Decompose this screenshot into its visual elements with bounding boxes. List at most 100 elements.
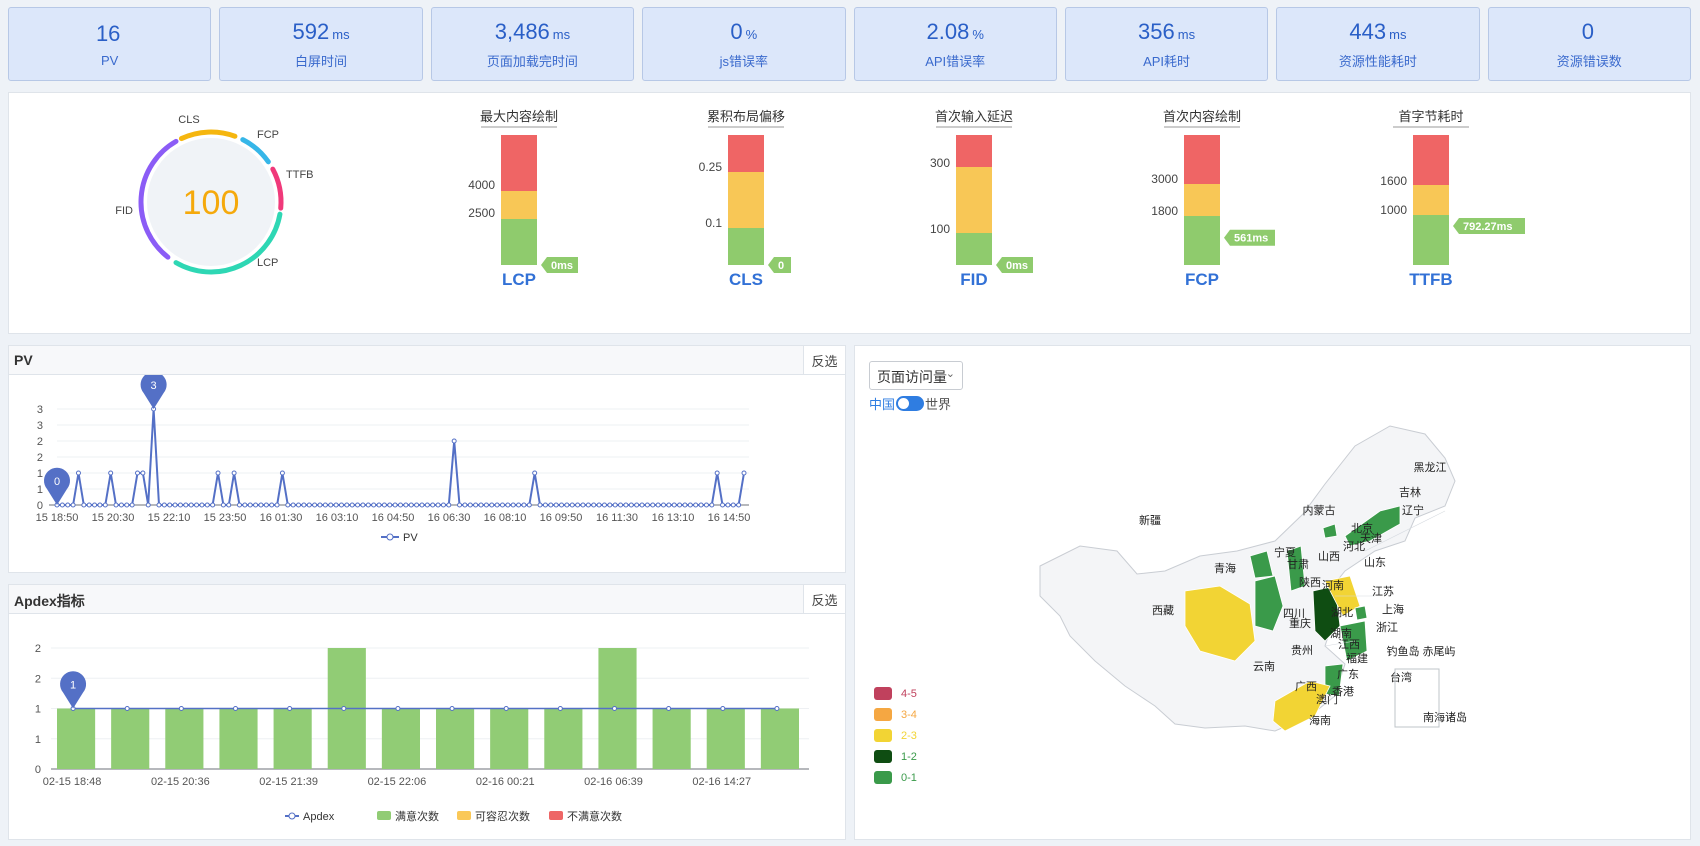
china-outline: [1039, 425, 1456, 732]
legend-item[interactable]: 3-4: [874, 704, 917, 725]
fid-arc: [138, 138, 179, 260]
pv-data-point: [172, 502, 178, 508]
pv-data-point: [532, 470, 538, 476]
legend-label: 1-2: [901, 750, 917, 763]
province-borders: [1324, 510, 1446, 647]
legend-swatch: [874, 729, 892, 742]
region-switch[interactable]: [896, 396, 925, 411]
legend-swatch: [874, 771, 892, 784]
apdex-invert-button[interactable]: 反选: [803, 585, 845, 613]
kpi-card[interactable]: 0% js错误率: [642, 7, 846, 81]
legend-label: 2-3: [901, 729, 917, 742]
pv-data-point: [140, 470, 146, 476]
pv-data-point: [564, 502, 570, 508]
pv-data-point: [424, 502, 430, 508]
pv-data-point: [542, 502, 548, 508]
apdex-data-point: [395, 706, 401, 711]
gauge-cls: 累积布局偏移 0.25 0.1 0 CLS: [699, 109, 791, 289]
pv-data-point: [494, 502, 500, 508]
gauge-tick: 2500: [468, 206, 495, 220]
pv-y-tick: 2: [37, 436, 43, 448]
gauge-good-segment: [728, 228, 764, 265]
kpi-card[interactable]: 2.08% API错误率: [853, 7, 1057, 81]
pv-data-point: [526, 502, 532, 508]
province-label: 西藏: [1152, 604, 1174, 617]
kpi-label: js错误率: [719, 53, 768, 69]
province-label: 河南: [1322, 579, 1344, 592]
gauge-value: 0ms: [551, 260, 573, 272]
pv-data-point: [419, 502, 425, 508]
gauge-value-tag: [1453, 218, 1525, 234]
pv-data-point: [580, 502, 586, 508]
pv-data-point: [462, 502, 468, 508]
gauge-value-tag: [996, 257, 1033, 273]
pv-data-point: [135, 470, 141, 476]
pv-data-point: [183, 502, 189, 508]
kpi-card[interactable]: 443 ms 资源性能耗时: [1276, 7, 1480, 81]
pv-invert-button[interactable]: 反选: [803, 346, 845, 374]
kpi-row: 16 PV 592 ms 白屏时间 3,486 ms 页面加载完时间 0% js错误率 2.08% A…: [8, 7, 1691, 81]
gauge-good-segment: [1184, 216, 1220, 265]
kpi-card[interactable]: 356 ms API耗时: [1064, 7, 1269, 81]
pv-data-point: [553, 502, 559, 508]
apdex-marker-label: 1: [70, 680, 76, 692]
legend-item[interactable]: 4-5: [874, 683, 917, 704]
legend-item[interactable]: 1-2: [874, 746, 917, 767]
gauge-metric-name: LCP: [502, 270, 536, 289]
apdex-panel-header: Apdex指标 反选: [9, 585, 845, 614]
pv-data-point: [446, 502, 452, 508]
apdex-x-tick: 02-16 14:27: [692, 776, 751, 788]
apdex-y-tick: 0: [35, 764, 41, 776]
gauge-tick: 100: [930, 222, 950, 236]
kpi-card[interactable]: 0 资源错误数: [1487, 7, 1691, 81]
pv-data-point: [736, 502, 742, 508]
pv-x-tick: 16 03:10: [316, 512, 359, 524]
apdex-bar: [436, 708, 475, 769]
pv-data-point: [124, 502, 130, 508]
pv-data-point: [569, 502, 575, 508]
pv-data-point: [392, 502, 398, 508]
score-ring-bg: [147, 138, 275, 266]
toggle-world-label[interactable]: 世界: [925, 397, 952, 412]
pv-data-point: [612, 502, 618, 508]
gauge-improve-segment: [956, 167, 992, 233]
sichuan-region: [1184, 585, 1256, 662]
pv-data-point: [365, 502, 371, 508]
gauge-title: 首次内容绘制: [1163, 109, 1241, 124]
province-label: 南海诸岛: [1423, 710, 1467, 724]
gauge-tick: 300: [930, 156, 950, 170]
gauge-fid: 首次输入延迟 300 100 0ms FID: [930, 109, 1033, 289]
shaanxi-region: [1254, 575, 1284, 632]
apdex-data-point: [503, 706, 509, 711]
kpi-card[interactable]: 3,486 ms 页面加载完时间: [430, 7, 635, 81]
pv-data-point: [113, 502, 119, 508]
apdex-data-point: [774, 706, 780, 711]
pv-data-point: [457, 502, 463, 508]
pv-data-point: [575, 502, 581, 508]
pv-data-point: [285, 502, 291, 508]
gauge-metric-name: FCP: [1185, 270, 1219, 289]
pv-data-point: [322, 502, 328, 508]
province-label: 辽宁: [1402, 503, 1424, 517]
province-label: 澳门: [1316, 692, 1338, 706]
province-label: 广西: [1295, 680, 1317, 693]
pv-panel-header: PV 反选: [9, 346, 845, 375]
toggle-china-label[interactable]: 中国: [869, 397, 896, 412]
legend-item[interactable]: 2-3: [874, 725, 917, 746]
pv-legend-symbol: [386, 533, 394, 541]
pv-data-point: [430, 502, 436, 508]
metric-select[interactable]: 页面访问量 ⌄: [869, 361, 963, 390]
legend-label: 4-5: [901, 687, 917, 700]
pv-marker-label: 3: [151, 380, 157, 392]
kpi-label: 白屏时间: [295, 53, 348, 69]
pv-data-point: [81, 502, 87, 508]
legend-item[interactable]: 0-1: [874, 767, 917, 788]
pv-data-point: [231, 470, 237, 476]
pv-data-point: [489, 502, 495, 508]
pv-x-tick: 16 11:30: [596, 512, 638, 524]
pv-data-point: [451, 438, 457, 444]
kpi-card[interactable]: 592 ms 白屏时间: [219, 7, 423, 81]
kpi-card[interactable]: 16 PV: [8, 7, 212, 81]
pv-data-point: [537, 502, 543, 508]
